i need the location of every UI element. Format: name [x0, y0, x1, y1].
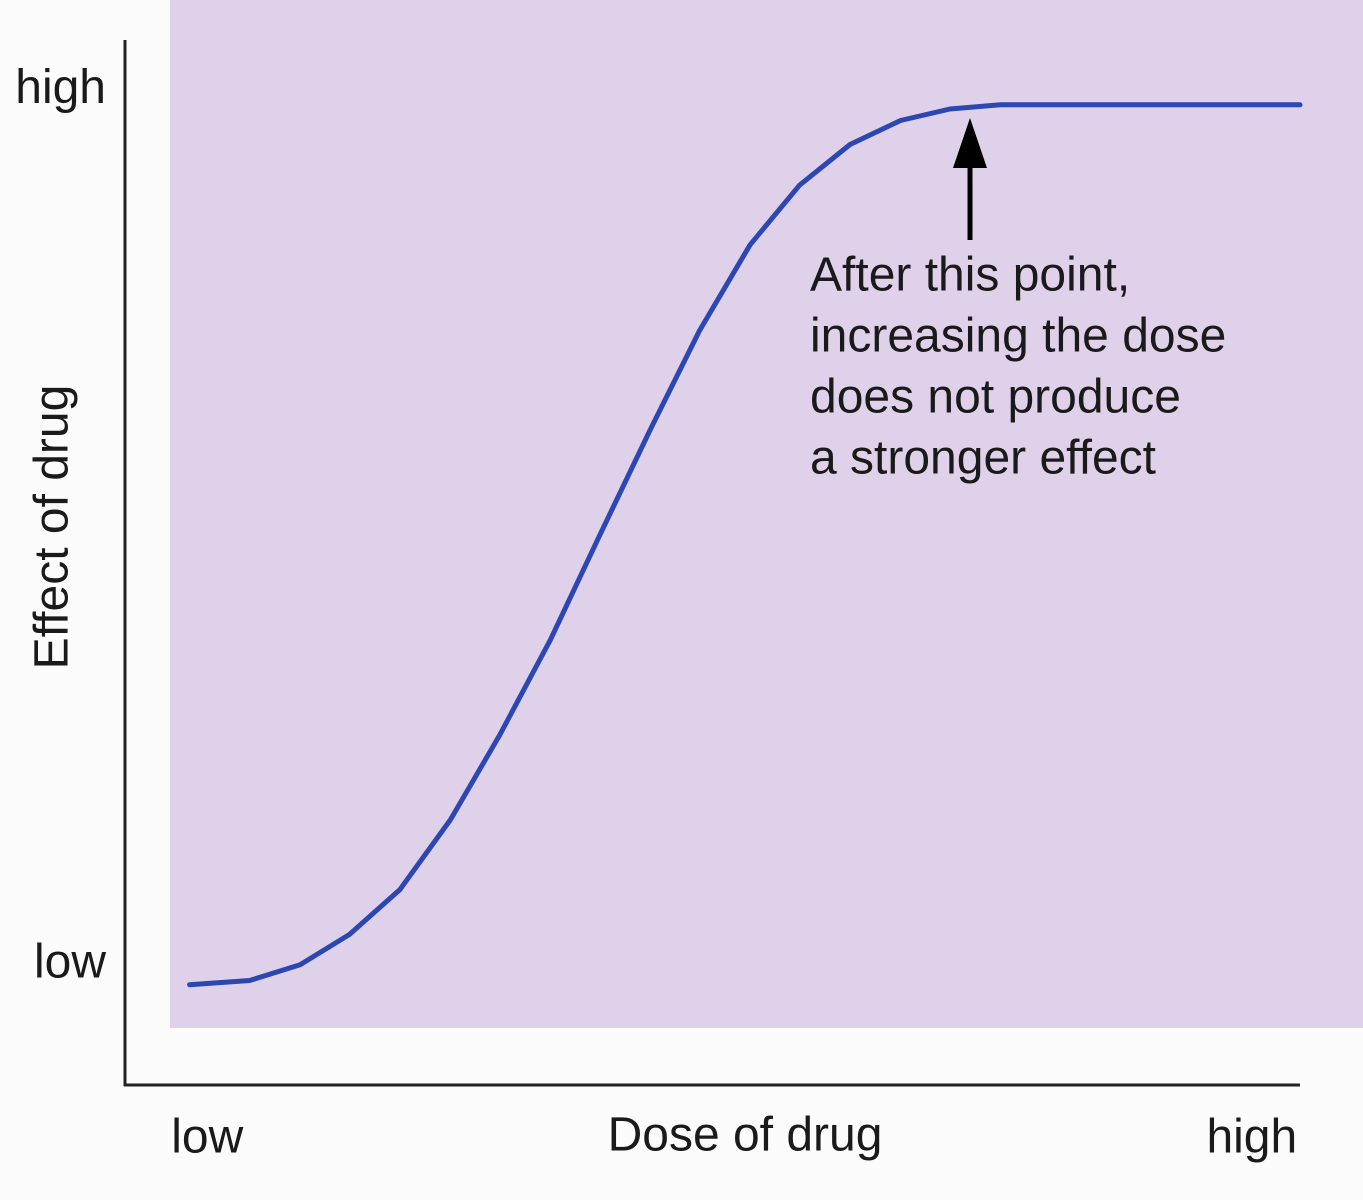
dose-response-curve [187, 102, 1303, 988]
annotation-line: does not produce [810, 371, 1181, 424]
x-axis-title: Dose of drug [608, 1109, 883, 1162]
y-tick-label: low [34, 935, 106, 988]
annotation-line: increasing the dose [810, 310, 1226, 363]
y-axis-title: Effect of drug [26, 385, 79, 670]
x-tick-label: low [171, 1111, 243, 1164]
annotation-line: After this point, [810, 249, 1130, 302]
annotation-line: a stronger effect [810, 432, 1156, 485]
x-tick-label: high [1206, 1111, 1297, 1164]
plot-background [170, 0, 1363, 1028]
y-tick-label: high [15, 61, 106, 114]
annotation-arrow-head [953, 118, 987, 168]
